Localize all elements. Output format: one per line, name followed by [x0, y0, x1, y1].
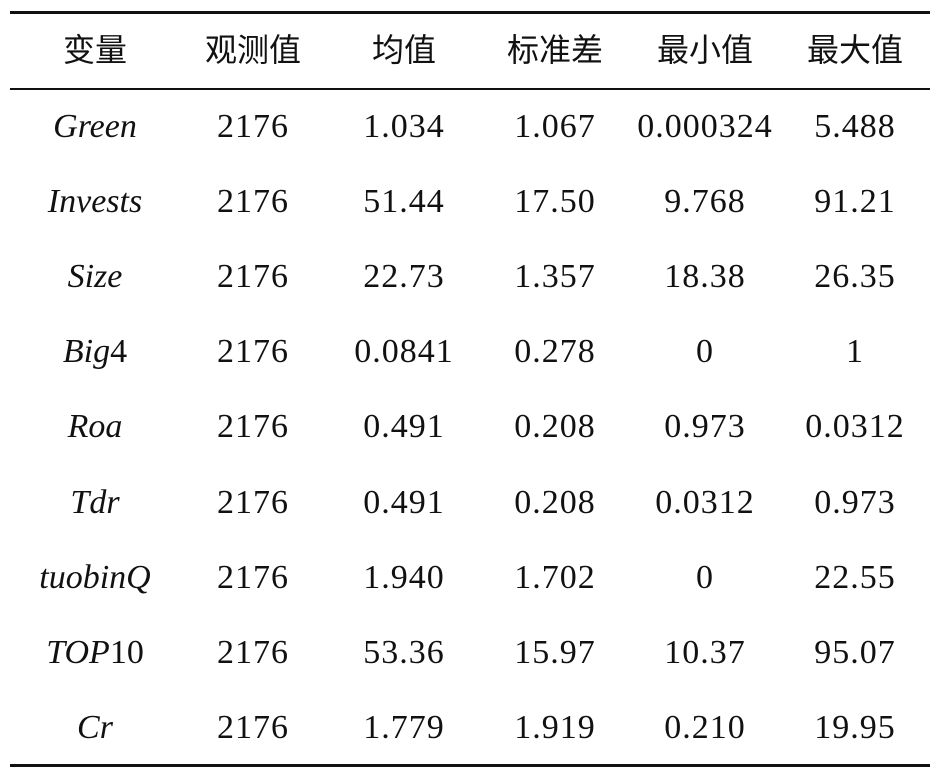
header-cell: 均值: [371, 31, 436, 69]
stat-value: 0.0841: [354, 333, 454, 371]
stat-value: 2176: [217, 333, 289, 371]
bottom-rule: [10, 764, 930, 767]
stat-value: 1.357: [514, 258, 596, 296]
stat-value: 2176: [217, 258, 289, 296]
stat-value: 0.491: [363, 408, 445, 446]
stat-value: 2176: [217, 408, 289, 446]
stat-value: 0: [696, 333, 714, 371]
stat-value: 0.491: [363, 483, 445, 521]
stat-value: 1.702: [514, 558, 596, 596]
stat-value: 18.38: [664, 258, 746, 296]
stat-value: 1.779: [363, 708, 445, 746]
variable-name: Green: [53, 108, 137, 145]
stat-value: 1.940: [363, 558, 445, 596]
variable-name: Roa: [67, 408, 123, 446]
stat-value: 1.919: [514, 708, 596, 746]
stat-value: 1: [846, 333, 864, 371]
variable-name: Big4: [62, 333, 128, 371]
variable-name: Size: [67, 258, 123, 296]
top-rule: [10, 11, 930, 14]
header-cell: 变量: [62, 31, 127, 69]
stat-value: 17.50: [514, 183, 596, 221]
stat-value: 0.000324: [637, 108, 773, 145]
stat-value: 0.0312: [805, 408, 905, 446]
stat-value: 10.37: [664, 633, 746, 671]
variable-name: Cr: [77, 708, 113, 746]
stat-value: 2176: [217, 633, 289, 671]
stat-value: 9.768: [664, 183, 746, 221]
stat-value: 95.07: [814, 633, 896, 671]
variable-name: Tdr: [70, 483, 120, 521]
stat-value: 53.36: [363, 633, 445, 671]
header-cell: 最小值: [656, 31, 753, 69]
stat-value: 15.97: [514, 633, 596, 671]
stat-value: 51.44: [363, 183, 445, 221]
stat-value: 0: [696, 558, 714, 596]
header-cell: 标准差: [506, 31, 603, 69]
variable-name: TOP10: [46, 633, 144, 671]
stat-value: 1.034: [363, 108, 445, 145]
header-cell: 最大值: [806, 31, 903, 69]
stat-value: 22.73: [363, 258, 445, 296]
stat-value: 0.208: [514, 483, 596, 521]
stat-value: 2176: [217, 483, 289, 521]
stat-value: 0.210: [664, 708, 746, 746]
stat-value: 1.067: [514, 108, 596, 145]
stat-value: 0.208: [514, 408, 596, 446]
stat-value: 22.55: [814, 558, 896, 596]
stat-value: 0.278: [514, 333, 596, 371]
variable-name: Invests: [47, 183, 143, 221]
stat-value: 91.21: [814, 183, 896, 221]
variable-name: tuobinQ: [39, 558, 151, 596]
header-rule: [10, 88, 930, 90]
stat-value: 26.35: [814, 258, 896, 296]
stat-value: 5.488: [814, 108, 896, 145]
stat-value: 0.0312: [655, 483, 755, 521]
header-cell: 观测值: [204, 31, 301, 69]
stat-value: 2176: [217, 183, 289, 221]
stat-value: 2176: [217, 108, 289, 145]
stat-value: 2176: [217, 708, 289, 746]
stat-value: 0.973: [814, 483, 896, 521]
stat-value: 0.973: [664, 408, 746, 446]
stat-value: 2176: [217, 558, 289, 596]
stat-value: 19.95: [814, 708, 896, 746]
